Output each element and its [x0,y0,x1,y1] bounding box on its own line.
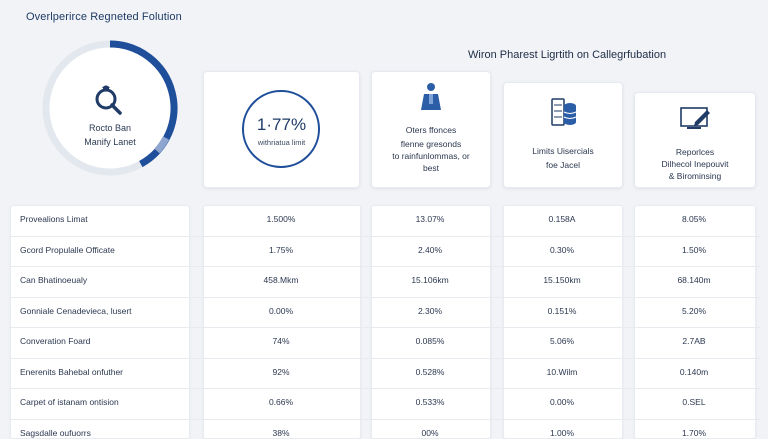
metric-card[interactable]: 1·77% withriatua limit [203,71,360,188]
table-cell: 92% [272,366,290,377]
table-cell: 15.106km [411,275,449,285]
table-cell: 0.00% [268,305,294,316]
table-cell: 1.70% [681,427,707,438]
row-divider [10,357,760,359]
table-row-label: Enerenits Bahebal onfuther [20,366,124,377]
table-row-label: Provealions Limat [20,214,88,224]
feature-line-4: best [422,163,440,173]
table-cell: 0.158A [548,214,576,224]
row-divider [10,327,760,328]
table-cell: 0.085% [415,336,445,346]
feature-card-person[interactable]: Oters ffonces flenne gresonds to rainfun… [371,71,491,188]
table-cell: 74% [272,336,290,346]
feature-line-3: to rainfunlommas, or [392,151,470,161]
gauge: Rocto Ban Manify Lanet [40,38,180,178]
table-cell: 2.40% [417,244,443,255]
table-cell: 0.SEL [682,397,706,407]
table-column-3 [503,205,623,439]
table-cell: 0.30% [549,244,575,255]
gauge-sublabel: Manify Lanet [84,137,136,147]
table-cell: 0.151% [547,305,577,316]
table-row-label: Converation Foard [20,336,91,346]
row-divider [10,388,760,389]
database-icon [550,97,578,134]
table-row-label: Sagsdalle oufuorrs [20,427,91,438]
comparison-table: Provealions Limat 1.500% 13.07% 0.158A 8.05%… [10,205,760,439]
table-column-label [10,205,190,439]
table-row-label: Can Bhatinoeualy [20,275,88,285]
table-cell: 1.00% [549,427,575,438]
table-cell: 38% [272,427,290,438]
feature-line-3: & Birominsing [668,171,722,181]
metric-value: 1·77% [256,115,307,134]
table-cell: 0.528% [415,366,445,377]
table-cell: 1.50% [681,244,707,255]
table-cell: 00% [421,427,439,438]
table-cell: 68.140m [677,275,711,285]
feature-line-2: Dilhecol Inepouvit [661,159,729,169]
feature-line-2: foe Jacel [545,160,581,170]
page-title: Overlperirce Regneted Folution [26,11,182,23]
row-divider [10,266,760,267]
feature-line-2: flenne gresonds [400,139,462,149]
table-row-label: Gonniale Cenadevieca, lusert [20,305,132,316]
table-cell: 15.150km [543,275,581,285]
table-cell: 0.533% [415,397,445,407]
table-cell: 13.07% [415,214,445,224]
row-divider [10,418,760,420]
feature-card-database[interactable]: Limits Uisercials foe Jacel [503,82,623,188]
feature-line-1: Reporlces [675,147,715,157]
table-cell: 1.75% [268,244,294,255]
monitor-edit-icon [679,105,713,136]
row-divider [10,235,760,237]
table-cell: 0.140m [679,366,709,377]
gauge-label: Rocto Ban [88,123,132,133]
table-cell: 5.20% [681,305,707,316]
table-cell: 458.Mkm [263,275,299,285]
table-cell: 2.30% [417,305,443,316]
feature-card-monitor[interactable]: Reporlces Dilhecol Inepouvit & Birominsi… [634,92,756,188]
table-cell: 2.7AB [682,336,706,346]
table-cell: 8.05% [681,214,707,224]
table-row-label: Carpet of istanam ontision [20,397,119,407]
table-row-label: Gcord Propulalle Officate [20,244,115,255]
table-cell: 0.66% [268,397,294,407]
table-column-1 [203,205,361,439]
row-divider [10,296,760,298]
table-cell: 10.Wilm [546,366,578,377]
table-column-4 [634,205,756,439]
metric-ring [242,90,320,168]
section-title: Wiron Pharest Ligrtith on Callegrfubatio… [468,49,667,61]
feature-line-1: Limits Uisercials [532,146,594,156]
person-icon [419,82,443,119]
metric-caption: withriatua limit [257,138,306,147]
table-cell: 1.500% [266,214,296,224]
feature-line-1: Oters ffonces [405,125,457,135]
table-cell: 5.06% [549,336,575,346]
table-column-2 [371,205,491,439]
table-cell: 0.00% [549,397,575,407]
